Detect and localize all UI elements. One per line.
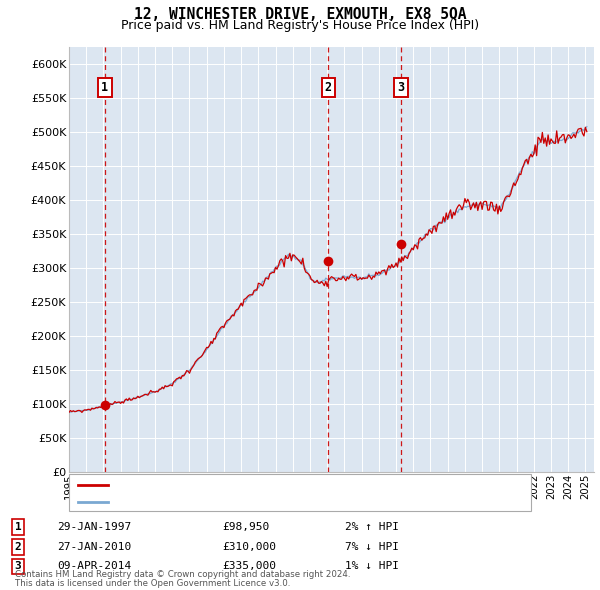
Text: 09-APR-2014: 09-APR-2014 (57, 562, 131, 571)
Text: This data is licensed under the Open Government Licence v3.0.: This data is licensed under the Open Gov… (15, 579, 290, 588)
Text: 2: 2 (325, 81, 332, 94)
Text: 12, WINCHESTER DRIVE, EXMOUTH, EX8 5QA (detached house): 12, WINCHESTER DRIVE, EXMOUTH, EX8 5QA (… (114, 480, 444, 490)
Text: 3: 3 (14, 562, 22, 571)
Text: HPI: Average price, detached house, East Devon: HPI: Average price, detached house, East… (114, 497, 366, 507)
Text: £335,000: £335,000 (222, 562, 276, 571)
Text: 3: 3 (397, 81, 404, 94)
Text: 1: 1 (101, 81, 109, 94)
Text: 2% ↑ HPI: 2% ↑ HPI (345, 522, 399, 532)
Text: £310,000: £310,000 (222, 542, 276, 552)
Text: Contains HM Land Registry data © Crown copyright and database right 2024.: Contains HM Land Registry data © Crown c… (15, 571, 350, 579)
Text: 7% ↓ HPI: 7% ↓ HPI (345, 542, 399, 552)
Text: 1: 1 (14, 522, 22, 532)
Text: 29-JAN-1997: 29-JAN-1997 (57, 522, 131, 532)
Text: 27-JAN-2010: 27-JAN-2010 (57, 542, 131, 552)
Text: 1% ↓ HPI: 1% ↓ HPI (345, 562, 399, 571)
Text: 12, WINCHESTER DRIVE, EXMOUTH, EX8 5QA: 12, WINCHESTER DRIVE, EXMOUTH, EX8 5QA (134, 7, 466, 22)
Text: Price paid vs. HM Land Registry's House Price Index (HPI): Price paid vs. HM Land Registry's House … (121, 19, 479, 32)
Text: 2: 2 (14, 542, 22, 552)
Text: £98,950: £98,950 (222, 522, 269, 532)
